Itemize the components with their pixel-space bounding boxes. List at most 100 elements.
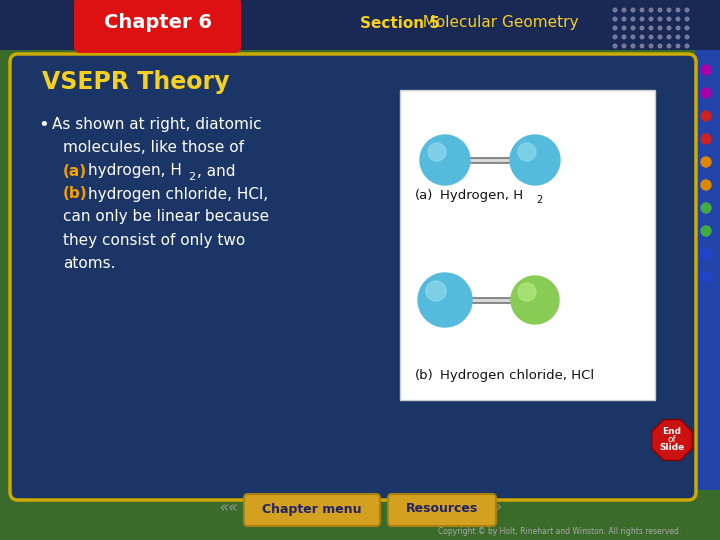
Circle shape <box>701 226 711 236</box>
Text: (b): (b) <box>63 186 88 201</box>
Text: Hydrogen chloride, HCl: Hydrogen chloride, HCl <box>440 368 594 381</box>
Text: 2: 2 <box>188 172 195 182</box>
Circle shape <box>685 35 689 39</box>
Text: ««: «« <box>219 501 238 516</box>
Circle shape <box>667 26 671 30</box>
Text: VSEPR Theory: VSEPR Theory <box>42 70 230 94</box>
Circle shape <box>649 26 653 30</box>
Circle shape <box>613 8 617 12</box>
Text: of: of <box>667 435 676 444</box>
Circle shape <box>418 273 472 327</box>
Text: Copyright © by Holt, Rinehart and Winston. All rights reserved.: Copyright © by Holt, Rinehart and Winsto… <box>438 528 682 537</box>
Text: Slide: Slide <box>660 443 685 453</box>
Text: (a): (a) <box>63 164 87 179</box>
Circle shape <box>701 111 711 121</box>
Circle shape <box>667 35 671 39</box>
Polygon shape <box>652 420 693 460</box>
Circle shape <box>649 35 653 39</box>
Bar <box>695 0 720 540</box>
Circle shape <box>701 249 711 259</box>
Circle shape <box>613 26 617 30</box>
Text: »»: »» <box>482 501 501 516</box>
Text: can only be linear because: can only be linear because <box>63 210 269 225</box>
Circle shape <box>622 17 626 21</box>
Circle shape <box>676 17 680 21</box>
Circle shape <box>701 180 711 190</box>
Circle shape <box>631 35 635 39</box>
Circle shape <box>622 35 626 39</box>
Text: (b): (b) <box>415 368 433 381</box>
Circle shape <box>649 17 653 21</box>
Bar <box>400 90 655 400</box>
Circle shape <box>640 35 644 39</box>
Circle shape <box>640 44 644 48</box>
Circle shape <box>649 44 653 48</box>
Circle shape <box>676 35 680 39</box>
Text: End: End <box>662 428 682 436</box>
Circle shape <box>658 17 662 21</box>
Text: molecules, like those of: molecules, like those of <box>63 140 244 156</box>
Circle shape <box>631 8 635 12</box>
Text: Molecular Geometry: Molecular Geometry <box>413 16 578 30</box>
Circle shape <box>428 143 446 161</box>
Circle shape <box>511 276 559 324</box>
Text: , and: , and <box>197 164 235 179</box>
Text: •: • <box>38 116 49 134</box>
Text: they consist of only two: they consist of only two <box>63 233 246 247</box>
Circle shape <box>426 281 446 301</box>
FancyBboxPatch shape <box>388 494 496 526</box>
Circle shape <box>613 17 617 21</box>
Circle shape <box>518 143 536 161</box>
Text: hydrogen chloride, HCl,: hydrogen chloride, HCl, <box>88 186 268 201</box>
Text: Hydrogen, H: Hydrogen, H <box>440 188 523 201</box>
Circle shape <box>613 35 617 39</box>
Text: As shown at right, diatomic: As shown at right, diatomic <box>52 118 261 132</box>
Circle shape <box>622 44 626 48</box>
FancyBboxPatch shape <box>244 494 380 526</box>
Circle shape <box>701 88 711 98</box>
FancyBboxPatch shape <box>10 54 696 500</box>
Circle shape <box>631 44 635 48</box>
Circle shape <box>701 203 711 213</box>
Circle shape <box>622 8 626 12</box>
Circle shape <box>701 65 711 75</box>
Circle shape <box>676 44 680 48</box>
Circle shape <box>658 44 662 48</box>
Circle shape <box>685 26 689 30</box>
Circle shape <box>685 17 689 21</box>
Text: Section 5: Section 5 <box>360 16 440 30</box>
Text: Resources: Resources <box>406 503 478 516</box>
Circle shape <box>631 17 635 21</box>
Circle shape <box>701 157 711 167</box>
Circle shape <box>701 272 711 282</box>
Circle shape <box>631 26 635 30</box>
FancyBboxPatch shape <box>74 0 241 53</box>
Text: Chapter menu: Chapter menu <box>262 503 361 516</box>
Circle shape <box>658 35 662 39</box>
Bar <box>0 0 720 50</box>
Circle shape <box>658 8 662 12</box>
Text: hydrogen, H: hydrogen, H <box>88 164 182 179</box>
Circle shape <box>676 26 680 30</box>
Circle shape <box>420 135 470 185</box>
Circle shape <box>649 8 653 12</box>
Circle shape <box>510 135 560 185</box>
Circle shape <box>622 26 626 30</box>
Circle shape <box>667 8 671 12</box>
Circle shape <box>701 134 711 144</box>
Circle shape <box>518 283 536 301</box>
Circle shape <box>640 8 644 12</box>
Text: atoms.: atoms. <box>63 255 115 271</box>
Text: Chapter 6: Chapter 6 <box>104 14 212 32</box>
Circle shape <box>685 44 689 48</box>
Bar <box>0 490 720 540</box>
Circle shape <box>676 8 680 12</box>
Circle shape <box>658 26 662 30</box>
Circle shape <box>667 17 671 21</box>
Circle shape <box>640 17 644 21</box>
Text: (a): (a) <box>415 188 433 201</box>
Text: 2: 2 <box>536 195 542 205</box>
Circle shape <box>640 26 644 30</box>
Circle shape <box>685 8 689 12</box>
Circle shape <box>667 44 671 48</box>
